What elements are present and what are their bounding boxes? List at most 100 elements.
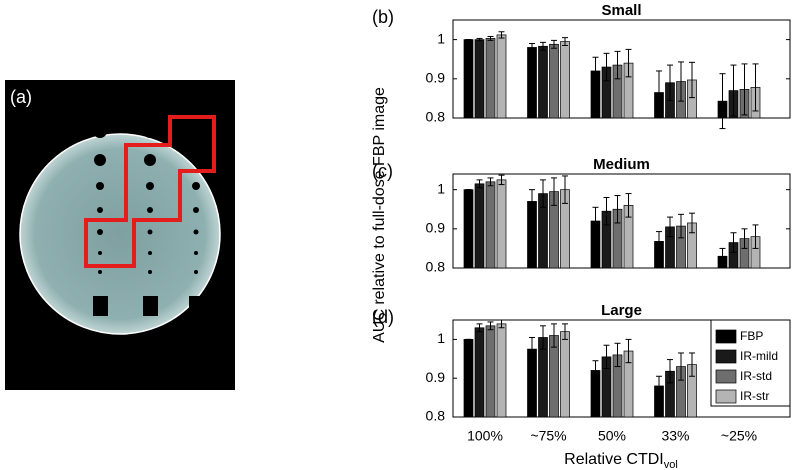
- y-tick-label: 0.9: [426, 369, 446, 385]
- error-bar: [592, 360, 599, 381]
- x-axis-label: Relative CTDIvol: [564, 451, 678, 470]
- error-bar: [551, 323, 557, 348]
- error-bar: [529, 43, 535, 52]
- error-bar: [656, 70, 662, 115]
- chart-title: Medium: [593, 156, 650, 173]
- bar: [463, 189, 474, 269]
- error-bar: [551, 177, 557, 206]
- error-bar: [498, 31, 505, 39]
- error-bar: [476, 179, 483, 189]
- error-bar: [540, 179, 546, 208]
- error-bar: [487, 321, 494, 331]
- error-bar: [529, 336, 535, 362]
- x-tick-label: ~25%: [721, 428, 757, 444]
- legend-label: IR-mild: [740, 349, 778, 363]
- error-bar: [678, 61, 684, 102]
- error-bar: [667, 359, 673, 384]
- x-axis-label-text: Relative CTDI: [564, 451, 664, 468]
- error-bar: [603, 52, 610, 82]
- y-tick-label: 1: [437, 330, 445, 346]
- legend-swatch: [715, 329, 737, 344]
- legend-swatch: [715, 389, 737, 404]
- error-bar: [678, 352, 684, 381]
- bar: [549, 335, 559, 418]
- error-bar: [625, 193, 632, 218]
- panel-label: (b): [372, 7, 394, 27]
- legend-label: IR-str: [740, 389, 769, 403]
- y-tick-label: 0.8: [426, 408, 446, 424]
- error-bar: [603, 344, 610, 369]
- error-bar: [730, 64, 737, 117]
- bar: [538, 45, 548, 119]
- bar: [474, 39, 485, 119]
- y-tick-label: 0.8: [426, 109, 446, 125]
- legend-label: IR-std: [740, 369, 772, 383]
- bar: [485, 38, 496, 119]
- y-tick-label: 0.9: [426, 70, 446, 86]
- bar: [496, 323, 507, 418]
- bar: [485, 181, 496, 269]
- error-bar: [678, 213, 684, 239]
- error-bar: [741, 63, 748, 116]
- error-bar: [603, 197, 610, 226]
- error-bar: [498, 174, 505, 186]
- error-bar: [741, 228, 748, 249]
- error-bar: [614, 50, 621, 80]
- chart-title: Large: [601, 302, 642, 319]
- error-bar: [667, 216, 673, 238]
- y-tick-label: 0.9: [426, 220, 446, 236]
- bar: [496, 179, 507, 269]
- error-bar: [476, 323, 483, 333]
- error-bar: [752, 63, 759, 112]
- error-bar: [689, 61, 695, 99]
- error-bar: [656, 375, 662, 397]
- error-bar: [562, 323, 568, 340]
- x-axis-label-sub: vol: [664, 459, 678, 470]
- error-bar: [719, 247, 726, 265]
- bar: [474, 183, 485, 269]
- error-bar: [719, 73, 726, 130]
- legend-swatch: [715, 369, 737, 384]
- panel-label: (d): [372, 307, 394, 327]
- error-bar: [487, 35, 494, 41]
- phantom-image: (a): [5, 80, 235, 390]
- error-bar: [689, 352, 695, 377]
- error-bar: [614, 342, 621, 368]
- bar: [463, 339, 474, 418]
- error-bar: [562, 175, 568, 204]
- error-bar: [540, 41, 546, 51]
- error-bar: [625, 48, 632, 78]
- bar: [463, 39, 474, 119]
- legend-swatch: [715, 349, 737, 364]
- error-bar: [592, 206, 599, 236]
- bar: [560, 331, 570, 418]
- error-bar: [562, 37, 568, 46]
- panel-label: (c): [372, 161, 393, 181]
- bar: [560, 41, 570, 119]
- error-bar: [476, 37, 483, 42]
- bar: [549, 43, 559, 119]
- bar: [496, 34, 507, 119]
- bar: [527, 47, 537, 119]
- panel-label: (a): [10, 87, 32, 107]
- y-axis-label: AUC relative to full-dose FBP image: [371, 87, 388, 343]
- error-bar: [540, 325, 546, 350]
- error-bar: [730, 232, 737, 253]
- x-tick-label: 33%: [661, 428, 689, 444]
- legend-label: FBP: [740, 329, 763, 343]
- x-tick-label: ~75%: [530, 428, 566, 444]
- bar: [485, 325, 496, 418]
- x-tick-label: 100%: [467, 428, 503, 444]
- error-bar: [667, 64, 673, 101]
- error-bar: [551, 39, 557, 49]
- y-tick-label: 1: [437, 180, 445, 196]
- x-tick-label: 50%: [598, 428, 626, 444]
- bar: [474, 327, 485, 418]
- error-bar: [689, 212, 695, 234]
- error-bar: [592, 56, 599, 86]
- error-bar: [529, 189, 535, 214]
- y-tick-label: 1: [437, 30, 445, 46]
- error-bar: [498, 319, 505, 329]
- error-bar: [487, 177, 494, 187]
